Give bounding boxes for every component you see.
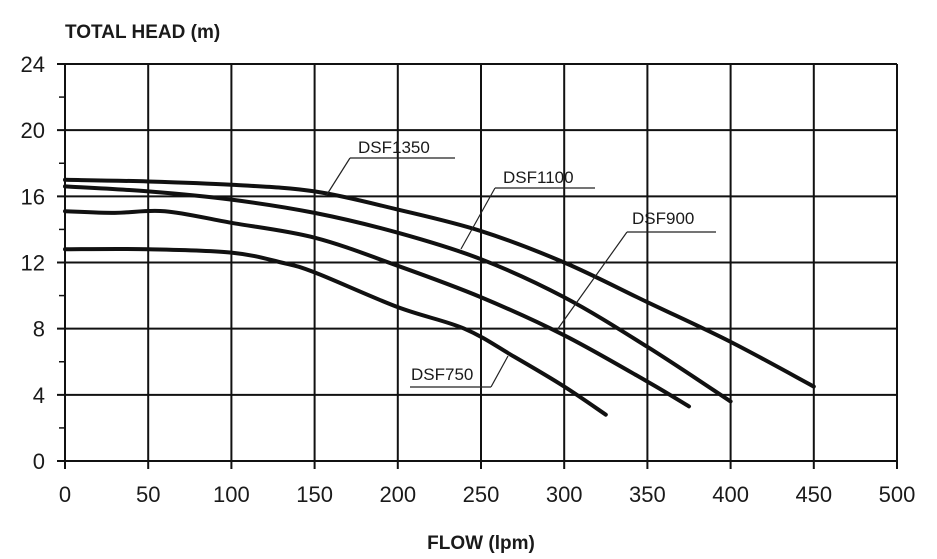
x-tick-label: 250 (463, 482, 500, 507)
series-line-dsf750 (63, 247, 608, 417)
tick-labels: 0 50 100 150 200 250 300 350 400 450 500 0 4 8 12 16 20 2… (21, 52, 916, 507)
annotation-label-dsf900: DSF900 (632, 209, 694, 228)
annotation-label-dsf1100: DSF1100 (503, 168, 574, 187)
x-tick-label: 300 (546, 482, 583, 507)
y-tick-label: 8 (33, 317, 45, 342)
series-line-dsf1100 (63, 184, 733, 404)
x-tick-label: 500 (879, 482, 916, 507)
series-annotations: DSF1350 DSF1100 DSF900 DSF750 (325, 138, 716, 388)
x-tick-label: 450 (795, 482, 832, 507)
annotation-leader-dsf900 (556, 231, 628, 331)
y-tick-label: 16 (21, 184, 45, 209)
x-tick-label: 200 (379, 482, 416, 507)
grid (57, 63, 898, 469)
annotation-leader-dsf1100 (460, 187, 496, 250)
annotation-leader-dsf750 (490, 355, 509, 388)
x-tick-label: 50 (136, 482, 160, 507)
y-axis-title: TOTAL HEAD (m) (65, 22, 220, 43)
x-tick-label: 150 (296, 482, 333, 507)
y-tick-label: 24 (21, 52, 45, 77)
annotation-label-dsf750: DSF750 (411, 365, 473, 384)
annotation-label-dsf1350: DSF1350 (358, 138, 430, 157)
x-tick-label: 0 (59, 482, 71, 507)
annotation-leader-dsf1350 (325, 157, 351, 197)
y-tick-label: 12 (21, 251, 45, 276)
x-axis-title: FLOW (lpm) (427, 533, 535, 554)
x-tick-label: 400 (712, 482, 749, 507)
series-line-dsf900 (63, 208, 691, 409)
x-tick-label: 350 (629, 482, 666, 507)
series-lines (63, 177, 816, 417)
y-tick-label: 0 (33, 449, 45, 474)
y-tick-label: 20 (21, 118, 45, 143)
series-line-dsf1350 (63, 177, 816, 389)
x-tick-label: 100 (213, 482, 250, 507)
y-tick-label: 4 (33, 383, 45, 408)
